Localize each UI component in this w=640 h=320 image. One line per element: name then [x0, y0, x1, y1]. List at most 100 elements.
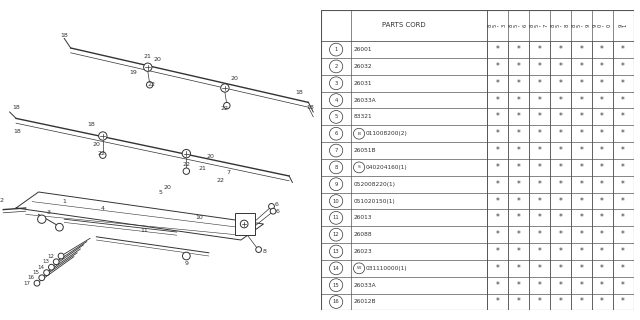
- FancyBboxPatch shape: [234, 213, 255, 235]
- Text: *: *: [579, 96, 583, 105]
- Text: *: *: [538, 281, 541, 290]
- Text: *: *: [579, 264, 583, 273]
- Text: 7: 7: [226, 170, 230, 175]
- Text: *: *: [600, 196, 604, 205]
- Text: 12: 12: [47, 253, 54, 259]
- Text: *: *: [621, 264, 625, 273]
- Text: 22: 22: [221, 106, 229, 111]
- Text: *: *: [538, 112, 541, 121]
- Polygon shape: [16, 192, 264, 240]
- Text: 8
5
'
6: 8 5 ' 6: [509, 24, 527, 27]
- Circle shape: [49, 264, 54, 270]
- Text: *: *: [495, 45, 499, 54]
- Text: *: *: [600, 163, 604, 172]
- Text: *: *: [495, 62, 499, 71]
- Text: *: *: [495, 79, 499, 88]
- Text: *: *: [558, 112, 562, 121]
- Text: 031110000(1): 031110000(1): [366, 266, 408, 271]
- Text: 18: 18: [14, 129, 22, 134]
- Circle shape: [99, 132, 107, 140]
- Text: *: *: [579, 230, 583, 239]
- Text: 21: 21: [144, 53, 152, 59]
- Text: *: *: [579, 247, 583, 256]
- Text: *: *: [558, 230, 562, 239]
- Text: 26033A: 26033A: [353, 283, 376, 288]
- Text: 22: 22: [182, 162, 190, 167]
- Text: *: *: [579, 196, 583, 205]
- Text: 8
5
'
3: 8 5 ' 3: [488, 24, 507, 27]
- Text: *: *: [621, 79, 625, 88]
- Text: *: *: [495, 163, 499, 172]
- Text: *: *: [516, 213, 520, 222]
- Text: 26023: 26023: [353, 249, 372, 254]
- Text: 18: 18: [88, 122, 95, 127]
- Text: 22: 22: [216, 178, 224, 183]
- Text: 6: 6: [276, 209, 280, 214]
- Text: 6: 6: [335, 131, 338, 136]
- Text: 8
5
'
9: 8 5 ' 9: [572, 24, 591, 27]
- Text: *: *: [516, 264, 520, 273]
- Text: *: *: [516, 62, 520, 71]
- Text: 26051B: 26051B: [353, 148, 376, 153]
- Text: *: *: [558, 146, 562, 155]
- Text: 040204160(1): 040204160(1): [366, 165, 408, 170]
- Text: *: *: [600, 146, 604, 155]
- Text: *: *: [621, 129, 625, 138]
- Circle shape: [38, 215, 46, 223]
- Text: 2: 2: [335, 64, 338, 69]
- Circle shape: [147, 82, 153, 88]
- Text: 4: 4: [335, 98, 338, 103]
- Circle shape: [240, 220, 248, 228]
- Text: *: *: [621, 213, 625, 222]
- Text: *: *: [558, 79, 562, 88]
- Text: *: *: [600, 62, 604, 71]
- Text: 5: 5: [335, 115, 338, 119]
- Text: *: *: [516, 281, 520, 290]
- Text: *: *: [600, 247, 604, 256]
- Text: S: S: [358, 165, 360, 169]
- Text: *: *: [600, 96, 604, 105]
- Text: *: *: [538, 247, 541, 256]
- Text: 16: 16: [28, 275, 35, 280]
- Text: 18: 18: [306, 105, 314, 110]
- Circle shape: [182, 149, 191, 158]
- Text: *: *: [558, 62, 562, 71]
- Text: *: *: [621, 230, 625, 239]
- Text: *: *: [538, 298, 541, 307]
- Circle shape: [44, 270, 49, 276]
- Text: *: *: [516, 180, 520, 189]
- Text: *: *: [495, 298, 499, 307]
- Text: *: *: [600, 264, 604, 273]
- Circle shape: [183, 168, 189, 174]
- Text: 18: 18: [60, 33, 68, 38]
- Text: 9: 9: [335, 182, 338, 187]
- Text: *: *: [538, 180, 541, 189]
- Text: *: *: [516, 298, 520, 307]
- Text: *: *: [538, 264, 541, 273]
- Text: 20: 20: [154, 57, 161, 62]
- Text: *: *: [579, 213, 583, 222]
- Text: 20: 20: [163, 185, 171, 190]
- Text: 83321: 83321: [353, 115, 372, 119]
- Text: *: *: [495, 264, 499, 273]
- Text: *: *: [579, 62, 583, 71]
- Text: *: *: [538, 62, 541, 71]
- Text: 8: 8: [263, 249, 267, 254]
- Circle shape: [256, 247, 262, 252]
- Text: *: *: [516, 112, 520, 121]
- Text: 8
5
'
7: 8 5 ' 7: [530, 24, 548, 27]
- Circle shape: [269, 204, 275, 209]
- Text: *: *: [538, 196, 541, 205]
- Text: *: *: [558, 180, 562, 189]
- Text: *: *: [558, 264, 562, 273]
- Text: 9: 9: [184, 260, 188, 266]
- Text: 6: 6: [275, 202, 278, 207]
- Text: *: *: [516, 146, 520, 155]
- Text: *: *: [579, 163, 583, 172]
- Text: *: *: [579, 45, 583, 54]
- Text: *: *: [495, 281, 499, 290]
- Text: 22: 22: [147, 82, 155, 87]
- Text: *: *: [579, 298, 583, 307]
- Text: *: *: [495, 213, 499, 222]
- Text: 8: 8: [335, 165, 338, 170]
